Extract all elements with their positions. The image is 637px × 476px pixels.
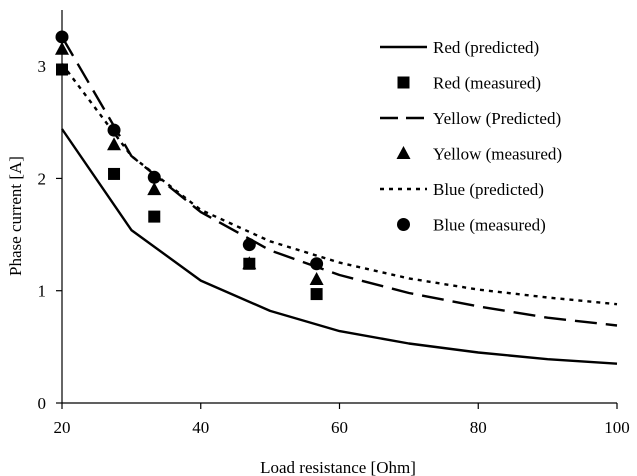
y-axis-label: Phase current [A] <box>6 156 25 276</box>
data-point-blue-measured <box>310 257 324 271</box>
series-line-red-predicted <box>61 128 618 365</box>
x-tick-label: 60 <box>331 418 348 437</box>
x-tick-label: 40 <box>192 418 209 437</box>
data-point-yellow-measured <box>147 182 162 196</box>
y-tick-label: 3 <box>38 57 47 76</box>
x-axis-label: Load resistance [Ohm] <box>260 458 416 476</box>
data-point-yellow-measured <box>107 137 122 151</box>
legend-label-red-predicted: Red (predicted) <box>433 38 539 57</box>
legend-label-blue-predicted: Blue (predicted) <box>433 180 544 199</box>
legend-marker-red-measured <box>397 76 410 89</box>
data-point-red-measured <box>148 210 161 223</box>
data-point-yellow-measured <box>309 271 324 285</box>
y-tick-label: 0 <box>38 394 47 413</box>
axes: 20 40 60 80 100 0 1 2 3 <box>38 10 630 437</box>
x-tick-label: 100 <box>604 418 630 437</box>
y-tick-label: 2 <box>38 169 47 188</box>
legend: Red (predicted) Red (measured) Yellow (Pre… <box>380 38 562 235</box>
legend-marker-blue-measured <box>397 218 410 231</box>
legend-label-red-measured: Red (measured) <box>433 74 541 93</box>
data-point-blue-measured <box>242 238 256 252</box>
legend-label-yellow-measured: Yellow (measured) <box>433 145 562 164</box>
legend-marker-yellow-measured <box>396 146 411 159</box>
data-point-blue-measured <box>55 30 69 44</box>
axis-frame <box>61 10 617 404</box>
data-point-blue-measured <box>147 170 161 184</box>
x-tick-label: 80 <box>470 418 487 437</box>
plot-area <box>55 30 618 365</box>
data-point-yellow-measured <box>55 41 69 55</box>
data-point-blue-measured <box>107 123 121 137</box>
data-point-red-measured <box>108 167 121 180</box>
data-point-red-measured <box>310 288 323 301</box>
data-point-yellow-measured <box>242 256 257 270</box>
x-tick-label: 20 <box>54 418 71 437</box>
y-tick-label: 1 <box>38 282 47 301</box>
legend-label-blue-measured: Blue (measured) <box>433 216 546 235</box>
legend-label-yellow-predicted: Yellow (Predicted) <box>433 109 561 128</box>
